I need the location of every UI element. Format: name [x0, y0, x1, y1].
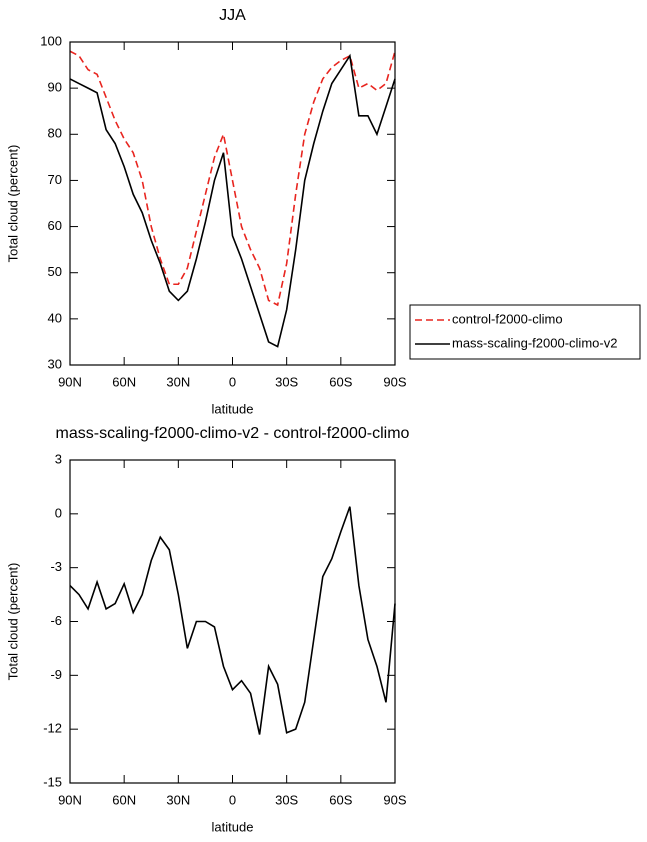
y-axis-label: Total cloud (percent) — [5, 563, 20, 681]
legend-label: control-f2000-climo — [452, 311, 563, 326]
chart-title: JJA — [219, 7, 246, 24]
x-tick-label: 0 — [229, 792, 236, 807]
x-tick-label: 90N — [58, 374, 82, 389]
x-tick-label: 30N — [166, 792, 190, 807]
legend-label: mass-scaling-f2000-climo-v2 — [452, 335, 617, 350]
y-tick-label: 3 — [55, 451, 62, 466]
x-tick-label: 90N — [58, 792, 82, 807]
y-tick-label: 60 — [48, 218, 62, 233]
x-tick-label: 60N — [112, 374, 136, 389]
y-tick-label: -6 — [50, 613, 62, 628]
x-tick-label: 60S — [329, 792, 352, 807]
y-tick-label: -12 — [43, 721, 62, 736]
y-tick-label: 40 — [48, 310, 62, 325]
plot-frame — [69, 459, 396, 784]
x-tick-label: 90S — [383, 374, 406, 389]
x-tick-label: 60S — [329, 374, 352, 389]
series-line — [69, 50, 396, 307]
y-tick-label: 100 — [40, 33, 62, 48]
y-tick-label: -3 — [50, 559, 62, 574]
x-tick-label: 60N — [112, 792, 136, 807]
x-tick-label: 30S — [275, 374, 298, 389]
y-tick-label: 90 — [48, 80, 62, 95]
series-line — [69, 53, 396, 348]
x-tick-label: 30N — [166, 374, 190, 389]
x-axis-label: latitude — [212, 819, 254, 834]
legend-box — [409, 304, 641, 360]
y-tick-label: -9 — [50, 667, 62, 682]
x-tick-label: 30S — [275, 792, 298, 807]
y-tick-label: -15 — [43, 774, 62, 789]
y-tick-label: 80 — [48, 126, 62, 141]
x-axis-label: latitude — [212, 401, 254, 416]
y-axis-label: Total cloud (percent) — [5, 145, 20, 263]
y-tick-label: 50 — [48, 264, 62, 279]
plot-frame — [69, 41, 396, 366]
x-tick-label: 0 — [229, 374, 236, 389]
series-line — [69, 506, 396, 735]
y-tick-label: 0 — [55, 505, 62, 520]
y-tick-label: 30 — [48, 356, 62, 371]
x-tick-label: 90S — [383, 792, 406, 807]
chart-title: mass-scaling-f2000-climo-v2 - control-f2… — [56, 425, 410, 442]
y-tick-label: 70 — [48, 172, 62, 187]
